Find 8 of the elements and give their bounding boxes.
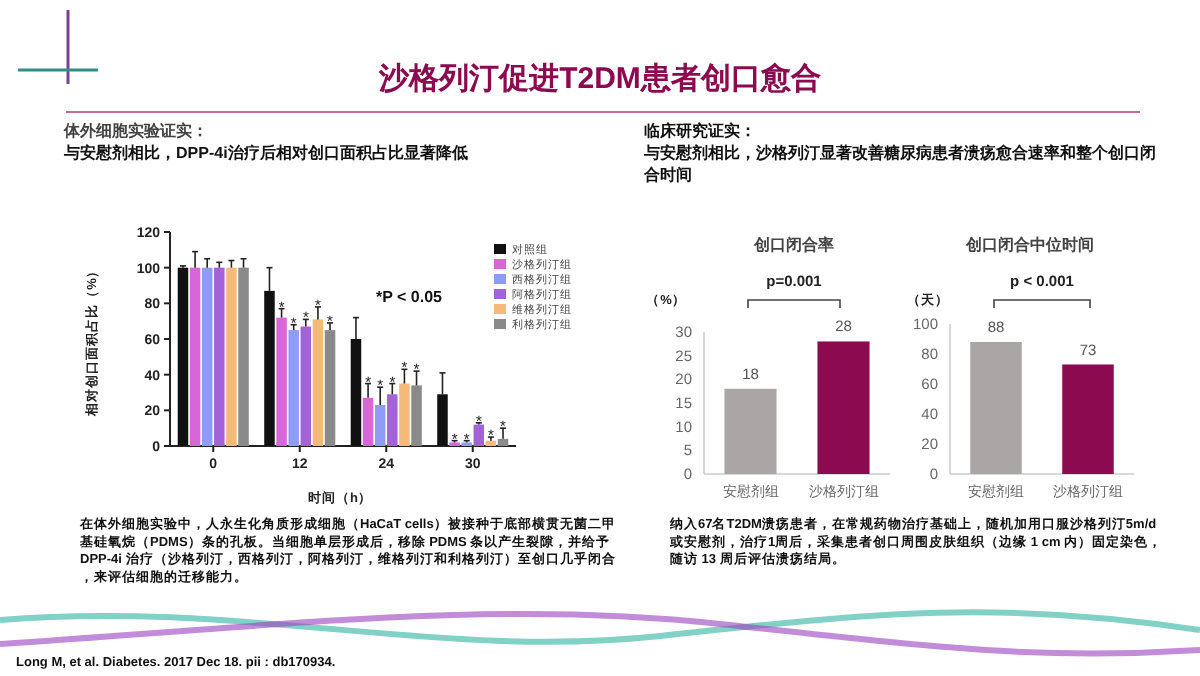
chart-title: 体外细胞实验证实： [62, 120, 208, 140]
chart-title: 创口闭合率 [752, 234, 834, 254]
text: 临床研究证实： [644, 120, 756, 140]
annotation: *P < 0.05 [376, 288, 444, 306]
text: 沙格列汀促进T2DM患者创口愈合 [377, 62, 821, 96]
text: 与安慰剂相比，沙格列汀显著改善糖尿病患者溃疡愈合速率和整个创口闭合时间 [642, 142, 1156, 184]
chart-subtitle: 与安慰剂相比，DPP-4i治疗后相对创口面积占比显著降低 [62, 142, 468, 162]
chart-title: 创口闭合中位时间 [964, 236, 1094, 254]
